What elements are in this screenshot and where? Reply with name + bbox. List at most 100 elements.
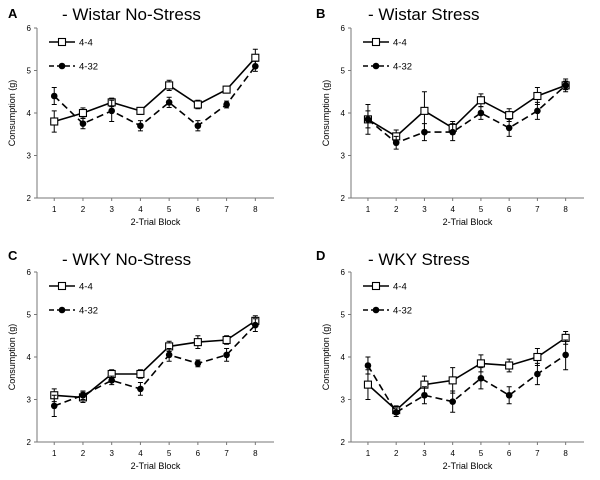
x-tick-label: 5 (479, 449, 484, 458)
legend-marker-square (57, 37, 67, 47)
x-tick-label: 2 (394, 449, 399, 458)
data-point-circle (392, 408, 400, 416)
legend-marker-circle (58, 306, 66, 314)
data-point-circle (505, 391, 513, 399)
legend-marker-circle (372, 62, 380, 70)
data-point-circle (252, 321, 259, 329)
legend-label: 4-4 (79, 282, 93, 293)
x-tick-label: 8 (563, 205, 568, 214)
data-point-circle (477, 374, 485, 382)
series-line (367, 84, 566, 138)
legend-label: 4-32 (79, 306, 98, 317)
data-point-square (505, 361, 514, 370)
data-point-circle (79, 120, 87, 127)
data-point-square (78, 108, 88, 118)
y-tick-label: 3 (341, 152, 346, 161)
x-tick-label: 1 (366, 449, 371, 458)
y-tick-label: 3 (27, 396, 32, 405)
data-point-circle (137, 122, 144, 130)
data-point-circle (194, 122, 202, 130)
x-axis-label: 2-Trial Block (443, 461, 493, 471)
data-point-square (222, 335, 231, 345)
panel-letter: B (316, 6, 325, 21)
y-tick-label: 5 (27, 67, 32, 76)
y-tick-label: 2 (341, 194, 346, 203)
data-point-circle (165, 351, 173, 359)
x-tick-label: 3 (109, 449, 114, 458)
series-4-4: 4-4 (363, 38, 570, 144)
legend-label: 4-32 (393, 62, 412, 73)
data-point-circle (50, 92, 58, 100)
y-tick-label: 6 (341, 268, 346, 277)
x-tick-label: 5 (167, 449, 172, 458)
x-tick-label: 1 (52, 205, 57, 214)
panel-title: - Wistar Stress (368, 5, 479, 24)
y-tick-label: 5 (341, 311, 346, 320)
y-tick-label: 3 (341, 396, 346, 405)
series-line (53, 324, 256, 407)
y-axis-label: Consumption (g) (321, 324, 331, 391)
x-tick-label: 7 (535, 449, 540, 458)
data-point-circle (364, 362, 372, 369)
series-4-32: 4-32 (363, 306, 569, 417)
legend-label: 4-32 (79, 62, 98, 73)
data-point-square (136, 106, 145, 115)
data-point-square (420, 106, 429, 115)
legend-marker-circle (58, 62, 66, 70)
series-4-4: 4-4 (363, 282, 570, 415)
x-tick-label: 4 (138, 449, 143, 458)
data-point-circle (79, 391, 87, 399)
panel-title: - WKY Stress (368, 250, 470, 269)
data-point-circle (562, 82, 569, 89)
series-line (367, 337, 567, 412)
legend-label: 4-4 (79, 38, 93, 49)
data-point-circle (449, 398, 456, 405)
series-4-4: 4-4 (49, 37, 260, 133)
y-tick-label: 2 (27, 194, 32, 203)
data-point-square (533, 352, 542, 362)
data-point-square (505, 111, 514, 120)
legend-label: 4-4 (393, 38, 407, 49)
data-point-circle (534, 370, 541, 378)
y-tick-label: 4 (27, 353, 32, 362)
y-tick-label: 6 (27, 24, 32, 33)
x-tick-label: 2 (81, 205, 86, 214)
x-tick-label: 8 (563, 449, 568, 458)
x-tick-label: 3 (109, 205, 114, 214)
chart-panel-a: A - Wistar No-Stress 2 3 4 5 6 1 2 3 4 5 6 7 8 2-Trial … (7, 5, 274, 227)
x-tick-label: 5 (479, 205, 484, 214)
data-point-circle (392, 139, 400, 147)
legend-label: 4-4 (393, 282, 407, 293)
series-line (54, 320, 256, 399)
data-point-square (136, 369, 145, 379)
y-tick-label: 5 (27, 311, 32, 320)
data-point-square (363, 380, 372, 389)
series-line (53, 65, 256, 127)
x-tick-label: 4 (450, 205, 455, 214)
x-tick-label: 4 (450, 449, 455, 458)
data-point-circle (477, 109, 485, 117)
series-4-32: 4-32 (49, 306, 259, 417)
data-point-circle (108, 377, 115, 384)
legend-marker-circle (372, 306, 380, 314)
y-tick-label: 6 (341, 24, 346, 33)
x-tick-label: 8 (253, 205, 258, 214)
data-point-square (222, 85, 231, 94)
data-point-square (193, 338, 202, 347)
y-tick-label: 5 (341, 67, 346, 76)
data-point-circle (223, 351, 230, 359)
y-tick-label: 4 (341, 109, 346, 118)
panel-letter: D (316, 248, 325, 263)
y-axis-label: Consumption (g) (7, 324, 17, 391)
series-line (367, 354, 567, 414)
data-point-circle (223, 101, 230, 108)
data-point-square (50, 117, 59, 126)
y-tick-label: 2 (341, 438, 346, 447)
x-tick-label: 1 (366, 205, 371, 214)
y-tick-label: 4 (27, 109, 32, 118)
y-tick-label: 3 (27, 152, 32, 161)
x-tick-label: 8 (253, 449, 258, 458)
data-point-circle (165, 99, 173, 106)
x-tick-label: 6 (196, 449, 201, 458)
x-axis-label: 2-Trial Block (131, 461, 181, 471)
